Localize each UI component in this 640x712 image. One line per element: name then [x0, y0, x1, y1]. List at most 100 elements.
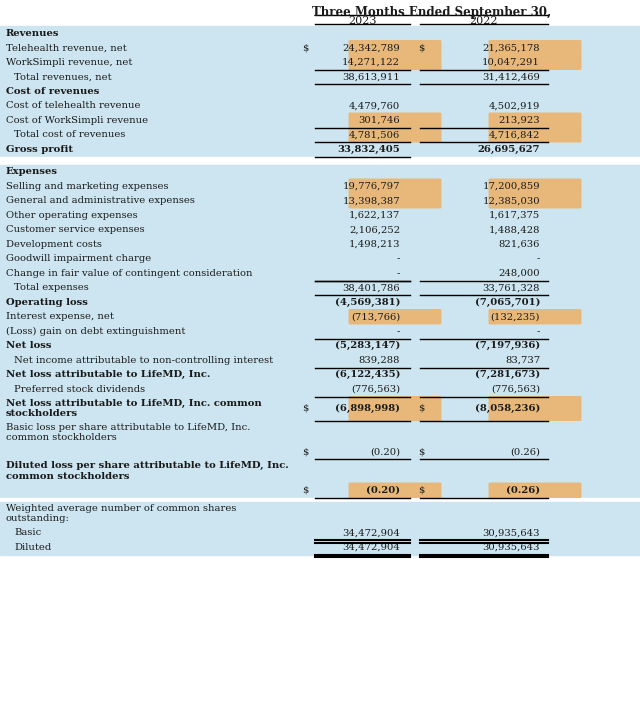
Text: Basic loss per share attributable to LifeMD, Inc.: Basic loss per share attributable to Lif… — [6, 423, 250, 431]
Text: 30,935,643: 30,935,643 — [483, 543, 540, 552]
Text: -: - — [536, 254, 540, 263]
Text: 83,737: 83,737 — [505, 356, 540, 365]
Text: (0.20): (0.20) — [370, 447, 400, 456]
Bar — [0, 194, 640, 208]
Text: 34,472,904: 34,472,904 — [342, 543, 400, 552]
Text: 248,000: 248,000 — [499, 268, 540, 278]
Text: 839,288: 839,288 — [358, 356, 400, 365]
Bar — [0, 421, 640, 444]
Text: Telehealth revenue, net: Telehealth revenue, net — [6, 43, 127, 52]
FancyBboxPatch shape — [488, 396, 582, 421]
Text: (0.20): (0.20) — [366, 486, 400, 495]
Text: 34,472,904: 34,472,904 — [342, 528, 400, 538]
Text: 4,502,919: 4,502,919 — [488, 101, 540, 110]
Text: 38,401,786: 38,401,786 — [342, 283, 400, 292]
FancyBboxPatch shape — [349, 112, 442, 128]
FancyBboxPatch shape — [488, 55, 582, 70]
Bar — [0, 444, 640, 459]
Text: Gross profit: Gross profit — [6, 145, 73, 154]
Text: Weighted average number of common shares: Weighted average number of common shares — [6, 503, 236, 513]
Bar — [0, 179, 640, 194]
Text: $: $ — [302, 447, 308, 456]
Text: 2022: 2022 — [470, 16, 499, 26]
Bar — [0, 26, 640, 41]
Bar — [0, 164, 640, 179]
Bar — [0, 237, 640, 251]
Bar — [0, 281, 640, 295]
Text: $: $ — [302, 486, 308, 495]
Text: (7,197,936): (7,197,936) — [475, 341, 540, 350]
Bar — [0, 113, 640, 127]
Text: outstanding:: outstanding: — [6, 514, 70, 523]
Text: Operating loss: Operating loss — [6, 298, 88, 307]
Text: Cost of WorkSimpli revenue: Cost of WorkSimpli revenue — [6, 116, 148, 125]
Text: Cost of telehealth revenue: Cost of telehealth revenue — [6, 101, 141, 110]
Bar — [0, 459, 640, 483]
Text: 821,636: 821,636 — [499, 240, 540, 248]
Text: General and administrative expenses: General and administrative expenses — [6, 197, 195, 205]
Bar — [0, 222, 640, 237]
FancyBboxPatch shape — [349, 193, 442, 209]
Text: 4,781,506: 4,781,506 — [349, 130, 400, 140]
Text: 19,776,797: 19,776,797 — [342, 182, 400, 191]
Text: Expenses: Expenses — [6, 167, 58, 177]
Text: 1,498,213: 1,498,213 — [349, 240, 400, 248]
Text: Diluted: Diluted — [14, 543, 51, 552]
FancyBboxPatch shape — [349, 309, 442, 325]
Text: Total expenses: Total expenses — [14, 283, 89, 292]
Text: Other operating expenses: Other operating expenses — [6, 211, 138, 220]
Text: 33,761,328: 33,761,328 — [483, 283, 540, 292]
Text: 2,106,252: 2,106,252 — [349, 225, 400, 234]
FancyBboxPatch shape — [349, 55, 442, 70]
Text: Basic: Basic — [14, 528, 41, 538]
Text: Diluted loss per share attributable to LifeMD, Inc.: Diluted loss per share attributable to L… — [6, 461, 289, 470]
FancyBboxPatch shape — [488, 193, 582, 209]
Text: Preferred stock dividends: Preferred stock dividends — [14, 384, 145, 394]
Text: (6,122,435): (6,122,435) — [335, 370, 400, 379]
Bar — [0, 251, 640, 266]
Text: -: - — [397, 254, 400, 263]
Bar — [0, 540, 640, 555]
Text: (0.26): (0.26) — [510, 447, 540, 456]
Text: 21,365,178: 21,365,178 — [483, 43, 540, 52]
Bar — [0, 310, 640, 324]
Text: 1,488,428: 1,488,428 — [488, 225, 540, 234]
Text: $: $ — [418, 486, 424, 495]
Text: -: - — [536, 327, 540, 336]
Text: $: $ — [302, 404, 308, 413]
Bar — [0, 397, 640, 421]
Text: Interest expense, net: Interest expense, net — [6, 313, 114, 321]
Text: Net loss attributable to LifeMD, Inc.: Net loss attributable to LifeMD, Inc. — [6, 370, 211, 379]
FancyBboxPatch shape — [488, 309, 582, 325]
Text: 10,047,291: 10,047,291 — [482, 58, 540, 67]
FancyBboxPatch shape — [349, 40, 442, 56]
Text: common stockholders: common stockholders — [6, 434, 116, 442]
Text: Net loss: Net loss — [6, 341, 51, 350]
FancyBboxPatch shape — [488, 112, 582, 128]
Text: 38,613,911: 38,613,911 — [342, 72, 400, 81]
Text: WorkSimpli revenue, net: WorkSimpli revenue, net — [6, 58, 132, 67]
Bar — [0, 266, 640, 281]
Text: -: - — [397, 268, 400, 278]
Text: Net income attributable to non-controlling interest: Net income attributable to non-controlli… — [14, 356, 273, 365]
Text: (132,235): (132,235) — [490, 313, 540, 321]
Bar — [0, 41, 640, 55]
FancyBboxPatch shape — [349, 483, 442, 498]
Text: 12,385,030: 12,385,030 — [483, 197, 540, 205]
Text: 17,200,859: 17,200,859 — [483, 182, 540, 191]
Bar — [0, 98, 640, 113]
Bar — [0, 142, 640, 157]
Text: 4,716,842: 4,716,842 — [488, 130, 540, 140]
Bar — [0, 338, 640, 353]
Text: $: $ — [418, 404, 424, 413]
Text: Three Months Ended September 30,: Three Months Ended September 30, — [312, 6, 551, 19]
Text: (7,065,701): (7,065,701) — [474, 298, 540, 307]
Bar — [0, 324, 640, 338]
Text: (0.26): (0.26) — [506, 486, 540, 495]
Text: $: $ — [302, 43, 308, 52]
FancyBboxPatch shape — [488, 179, 582, 194]
Text: 33,832,405: 33,832,405 — [337, 145, 400, 154]
Text: Goodwill impairment charge: Goodwill impairment charge — [6, 254, 151, 263]
Text: stockholders: stockholders — [6, 409, 78, 418]
Bar — [0, 84, 640, 98]
